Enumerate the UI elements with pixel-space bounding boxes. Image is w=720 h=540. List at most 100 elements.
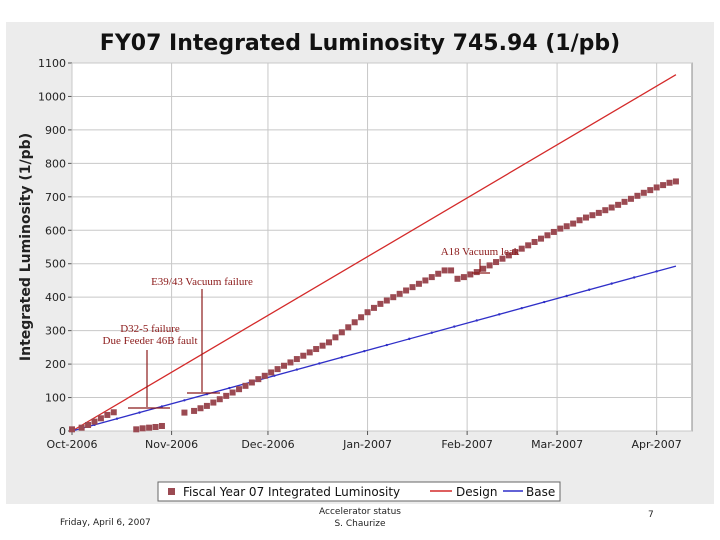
luminosity-point bbox=[248, 379, 255, 386]
legend-label-base: Base bbox=[526, 485, 555, 499]
luminosity-point bbox=[236, 386, 243, 393]
luminosity-point bbox=[409, 284, 416, 291]
luminosity-point bbox=[69, 426, 75, 433]
luminosity-point bbox=[287, 359, 294, 366]
x-tick-label: Feb-2007 bbox=[441, 438, 492, 451]
y-tick-label: 0 bbox=[59, 425, 66, 438]
footer-center-line2: S. Chaurize bbox=[334, 519, 386, 529]
luminosity-point bbox=[660, 182, 667, 189]
series-line-base bbox=[71, 265, 677, 432]
base-point bbox=[543, 300, 546, 304]
luminosity-point bbox=[589, 212, 596, 219]
base-point bbox=[430, 331, 433, 334]
series-line-design bbox=[71, 74, 677, 432]
luminosity-point bbox=[422, 277, 429, 284]
x-tick-label: Mar-2007 bbox=[531, 438, 583, 451]
luminosity-point bbox=[104, 411, 111, 418]
luminosity-point bbox=[85, 421, 92, 428]
legend-marker-luminosity bbox=[168, 488, 175, 495]
luminosity-point bbox=[110, 409, 117, 416]
x-tick-label: Apr-2007 bbox=[632, 438, 682, 451]
luminosity-point bbox=[370, 304, 377, 311]
luminosity-point bbox=[512, 249, 519, 256]
base-point bbox=[565, 294, 568, 298]
luminosity-point bbox=[570, 220, 577, 227]
luminosity-point bbox=[486, 262, 493, 269]
base-point bbox=[115, 417, 119, 420]
luminosity-point bbox=[634, 192, 641, 199]
luminosity-point bbox=[531, 238, 538, 245]
luminosity-point bbox=[158, 422, 165, 429]
y-tick-label: 100 bbox=[45, 392, 66, 405]
luminosity-point bbox=[152, 423, 159, 430]
luminosity-point bbox=[229, 389, 236, 396]
luminosity-point bbox=[146, 424, 153, 431]
luminosity-point bbox=[306, 349, 313, 356]
luminosity-point bbox=[550, 228, 557, 235]
luminosity-point bbox=[653, 184, 660, 191]
luminosity-point bbox=[621, 198, 628, 205]
y-tick-label: 500 bbox=[45, 258, 66, 271]
luminosity-point bbox=[364, 309, 371, 316]
luminosity-point bbox=[525, 242, 532, 249]
luminosity-point bbox=[595, 209, 602, 216]
luminosity-point bbox=[608, 204, 615, 211]
luminosity-point bbox=[473, 269, 480, 276]
annotation-e39-vacuum-failure: E39/43 Vacuum failure bbox=[151, 276, 253, 288]
luminosity-point bbox=[351, 319, 358, 326]
luminosity-point bbox=[467, 271, 474, 278]
legend-label-luminosity: Fiscal Year 07 Integrated Luminosity bbox=[183, 485, 400, 499]
luminosity-point bbox=[210, 399, 217, 406]
page-number: 7 bbox=[648, 510, 654, 520]
base-point bbox=[520, 306, 523, 310]
luminosity-point bbox=[615, 201, 622, 208]
annotation-d32-failure: D32-5 failure bbox=[120, 323, 180, 335]
y-tick-label: 400 bbox=[45, 291, 66, 304]
plot-area: 0 100 200 300 400 500 600 700 800 900 1000 1100 Oct-… bbox=[38, 57, 693, 451]
luminosity-point bbox=[319, 342, 326, 349]
base-point bbox=[183, 399, 186, 402]
base-point bbox=[588, 288, 591, 291]
luminosity-point bbox=[672, 178, 679, 185]
luminosity-point bbox=[602, 207, 609, 214]
base-point bbox=[340, 356, 344, 359]
luminosity-point bbox=[293, 356, 300, 363]
base-point bbox=[385, 343, 389, 347]
luminosity-point bbox=[139, 425, 146, 432]
luminosity-point bbox=[91, 418, 98, 425]
footer-presenter: Accelerator status S. Chaurize bbox=[300, 506, 420, 530]
base-point bbox=[160, 405, 164, 408]
x-tick-label: Jan-2007 bbox=[342, 438, 392, 451]
luminosity-point bbox=[441, 267, 448, 274]
legend-box bbox=[157, 481, 561, 502]
luminosity-point bbox=[390, 294, 397, 301]
annotation-feeder-fault: Due Feeder 46B fault bbox=[103, 335, 198, 347]
luminosity-point bbox=[666, 179, 673, 186]
luminosity-point bbox=[133, 426, 140, 433]
base-point bbox=[363, 349, 366, 353]
luminosity-point bbox=[480, 265, 487, 272]
luminosity-point bbox=[300, 352, 307, 359]
luminosity-point bbox=[396, 290, 403, 297]
luminosity-point bbox=[325, 339, 332, 346]
legend-label-design: Design bbox=[456, 485, 497, 499]
luminosity-point bbox=[428, 274, 435, 281]
x-tick-label: Oct-2006 bbox=[47, 438, 98, 451]
chart-title: FY07 Integrated Luminosity 745.94 (1/pb) bbox=[100, 31, 620, 56]
y-tick-label: 900 bbox=[45, 124, 66, 137]
luminosity-point bbox=[640, 189, 647, 196]
luminosity-point bbox=[255, 376, 262, 383]
y-axis-label: Integrated Luminosity (1/pb) bbox=[18, 133, 34, 361]
luminosity-point bbox=[345, 324, 352, 331]
y-tick-label: 700 bbox=[45, 191, 66, 204]
luminosity-point bbox=[181, 409, 188, 416]
luminosity-point bbox=[499, 255, 506, 262]
luminosity-point bbox=[563, 223, 570, 230]
luminosity-point bbox=[191, 407, 198, 414]
footer-date: Friday, April 6, 2007 bbox=[60, 518, 151, 528]
luminosity-point bbox=[493, 259, 500, 266]
luminosity-point bbox=[505, 252, 512, 259]
luminosity-point bbox=[403, 287, 410, 294]
luminosity-point bbox=[415, 280, 422, 287]
